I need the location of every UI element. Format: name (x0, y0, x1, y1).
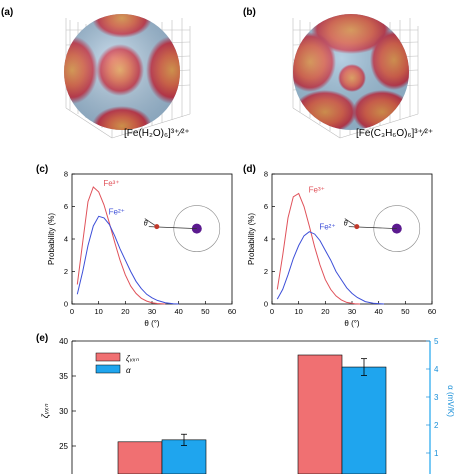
x-tick-label: 50 (201, 307, 209, 316)
series-line-fe2 (76, 215, 179, 305)
x-tick-label: 0 (70, 307, 74, 316)
series-line-fe2 (276, 231, 385, 305)
x-tick-label: 60 (428, 307, 436, 316)
y-right-tick-label: 5 (434, 337, 439, 346)
panel-b-label: [Fe(C₃H₆O)₆]³⁺⁄²⁺ (356, 128, 433, 139)
y-left-tick-label: 30 (59, 407, 68, 416)
series-label-fe3: Fe³⁺ (309, 186, 325, 195)
legend-swatch-0 (95, 352, 121, 362)
bar-zeta-0 (117, 441, 163, 474)
y-tick-label: 6 (64, 202, 68, 211)
panel-c-tag: (c) (36, 164, 48, 175)
series-label-fe3: Fe³⁺ (103, 179, 119, 188)
x-axis-label: θ (°) (344, 319, 360, 328)
series-line-fe3 (76, 186, 166, 305)
y-tick-label: 4 (264, 235, 268, 244)
y-right-axis-label: α (mV/K) (446, 385, 455, 417)
legend-label-1: α (126, 366, 131, 375)
y-tick-label: 0 (64, 300, 68, 309)
panel-a: (a) [Fe(H₂O)₆]³⁺⁄²⁺ (1, 7, 191, 139)
y-left-tick-label: 40 (59, 337, 68, 346)
inset-oxygen (354, 224, 360, 230)
x-tick-label: 20 (321, 307, 329, 316)
y-right-tick-label: 4 (434, 365, 439, 374)
bar-zeta-1 (297, 354, 343, 474)
panel-d-tag: (d) (243, 164, 256, 175)
inset-theta: θ (144, 221, 148, 228)
x-axis-label: θ (°) (144, 319, 160, 328)
y-tick-label: 6 (264, 202, 268, 211)
x-tick-label: 30 (348, 307, 356, 316)
legend-label-0: ζᵥₓₙ (126, 354, 140, 363)
legend-swatch-1 (95, 364, 121, 374)
bar-alpha-1 (341, 366, 387, 474)
y-tick-label: 4 (64, 235, 68, 244)
panel-e: (e) 25 30 35 40 1 2 3 4 5 ζᵥₓₙ α (mV/K) ζᵥₓₙ α (36, 333, 455, 474)
panel-b: (b) [Fe(C₃H₆O)₆]³⁺⁄²⁺ (243, 7, 433, 139)
x-tick-label: 60 (228, 307, 236, 316)
y-tick-label: 8 (64, 170, 68, 179)
x-tick-label: 20 (121, 307, 129, 316)
panel-b-tag: (b) (243, 7, 256, 18)
panel-c: (c) 0 10 20 30 40 50 60 0 2 4 6 8 θ (°) Probability (… (36, 164, 236, 328)
y-tick-label: 2 (264, 267, 268, 276)
series-label-fe2: Fe²⁺ (319, 223, 335, 232)
x-tick-label: 10 (94, 307, 102, 316)
y-tick-label: 8 (264, 170, 268, 179)
x-tick-label: 30 (148, 307, 156, 316)
y-right-tick-label: 1 (434, 449, 439, 458)
x-tick-label: 40 (174, 307, 182, 316)
series-line-fe3 (276, 192, 361, 305)
panel-a-label: [Fe(H₂O)₆]³⁺⁄²⁺ (124, 128, 190, 139)
inset-ring (173, 205, 221, 252)
inset-oxygen (154, 224, 160, 230)
y-axis-label: Probability (%) (47, 213, 56, 265)
x-tick-label: 10 (294, 307, 302, 316)
x-tick-label: 50 (401, 307, 409, 316)
panel-d: (d) 0 10 20 30 40 50 60 0 2 4 6 8 θ (°) Probability (… (243, 164, 436, 328)
y-axis-label: Probability (%) (247, 213, 256, 265)
y-right-tick-label: 2 (434, 421, 439, 430)
y-left-tick-label: 35 (59, 372, 68, 381)
plot-frame (71, 173, 233, 305)
inset-ring (373, 205, 421, 252)
panel-e-tag: (e) (36, 333, 48, 344)
panel-a-tag: (a) (1, 7, 13, 18)
series-label-fe2: Fe²⁺ (109, 207, 125, 216)
x-tick-label: 0 (270, 307, 274, 316)
y-tick-label: 0 (264, 300, 268, 309)
y-left-tick-label: 25 (59, 442, 68, 451)
y-tick-label: 2 (64, 267, 68, 276)
y-right-tick-label: 3 (434, 393, 439, 402)
x-tick-label: 40 (374, 307, 382, 316)
inset-theta: θ (344, 221, 348, 228)
y-left-axis-label: ζᵥₓₙ (40, 403, 50, 418)
plot-frame (271, 173, 433, 305)
